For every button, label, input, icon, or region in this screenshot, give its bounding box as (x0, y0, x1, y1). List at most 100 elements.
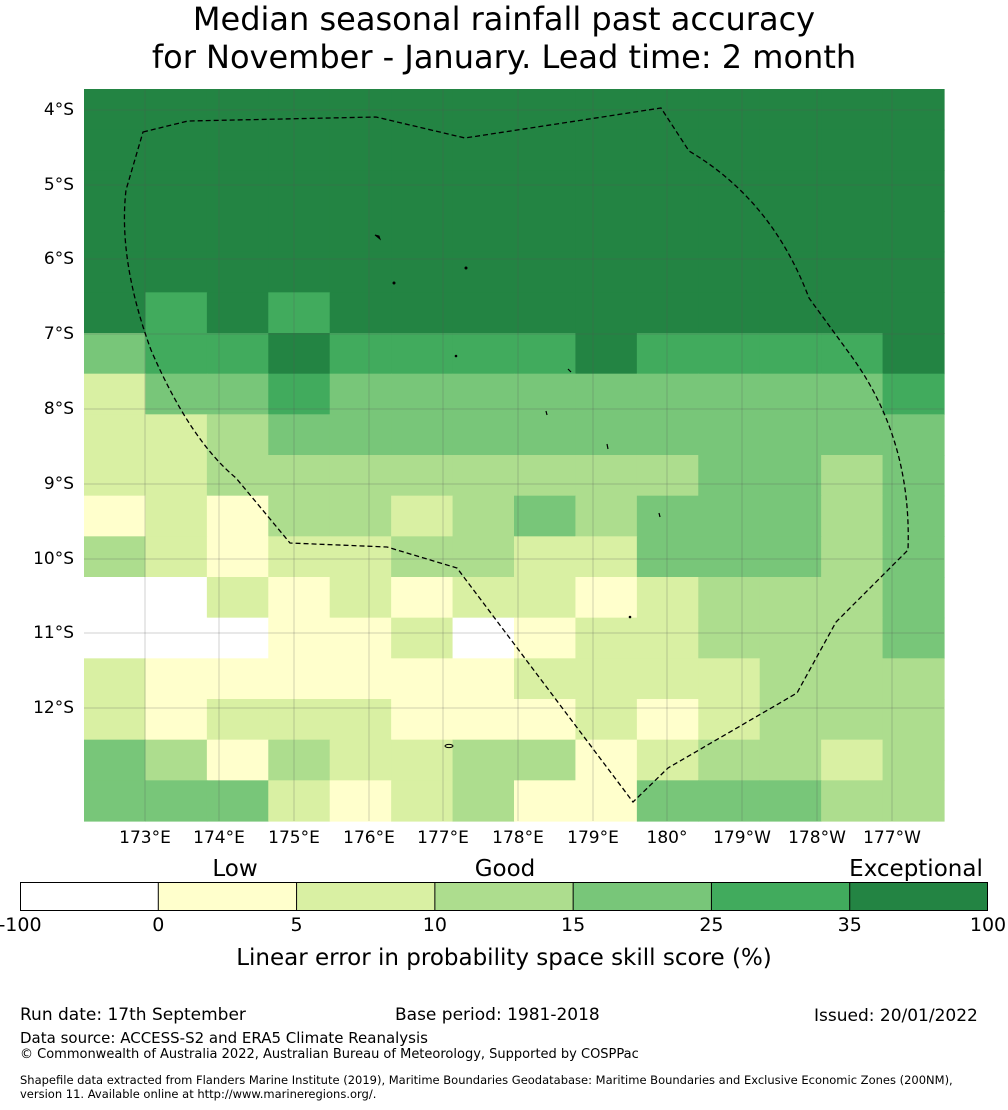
grid-cell (84, 739, 147, 781)
grid-cell (575, 699, 638, 741)
grid-cell (514, 89, 577, 131)
grid-cell (268, 292, 331, 334)
grid-cell (698, 333, 761, 375)
grid-cell (452, 129, 515, 171)
grid-cell (882, 333, 945, 375)
grid-cell (206, 251, 269, 293)
island-marker (628, 615, 632, 619)
grid-cell (145, 455, 208, 497)
grid-cell (821, 129, 884, 171)
grid-cell (206, 414, 269, 456)
grid-cell (759, 699, 822, 741)
latitude-label: 8°S (43, 399, 74, 419)
grid-cell (698, 577, 761, 619)
grid-cell (698, 414, 761, 456)
grid-cell (514, 495, 577, 537)
grid-cell (452, 658, 515, 700)
grid-cell (84, 536, 147, 578)
grid-cell (882, 617, 945, 659)
grid-cell (268, 536, 331, 578)
grid-cell (391, 292, 454, 334)
latitude-label: 7°S (43, 324, 74, 344)
grid-cell (636, 251, 699, 293)
colorbar-segment (434, 882, 574, 911)
grid-cell (575, 536, 638, 578)
grid-cell (206, 292, 269, 334)
longitude-label: 176°E (343, 828, 395, 848)
grid-cell (821, 699, 884, 741)
shapefile-credit-line-1: Shapefile data extracted from Flanders M… (20, 1073, 953, 1087)
grid-cell (882, 739, 945, 781)
grid-cell (84, 373, 147, 415)
grid-cell (391, 333, 454, 375)
grid-cell (329, 373, 392, 415)
base-period: Base period: 1981-2018 (395, 1005, 600, 1025)
grid-cell (84, 170, 147, 212)
grid-cell (882, 129, 945, 171)
grid-cell (145, 739, 208, 781)
grid-cell (575, 414, 638, 456)
grid-cell (698, 211, 761, 253)
grid-cell (514, 292, 577, 334)
grid-cell (84, 292, 147, 334)
grid-cell (391, 617, 454, 659)
grid-cell (329, 455, 392, 497)
island-marker (606, 443, 609, 450)
grid-cell (759, 577, 822, 619)
grid-cell (452, 617, 515, 659)
latitude-label: 11°S (33, 623, 74, 643)
grid-cell (514, 699, 577, 741)
chart-title-line-1: Median seasonal rainfall past accuracy (192, 0, 816, 38)
grid-cell (268, 211, 331, 253)
grid-cell (391, 699, 454, 741)
grid-cell (206, 170, 269, 212)
grid-cell (84, 333, 147, 375)
grid-cell (452, 211, 515, 253)
grid-cell (206, 739, 269, 781)
grid-cell (575, 211, 638, 253)
grid-cell (145, 211, 208, 253)
longitude-label: 175°E (268, 828, 320, 848)
grid-cell (514, 780, 577, 822)
grid-cell (329, 211, 392, 253)
island-marker (392, 281, 396, 285)
longitude-label: 180° (646, 828, 688, 848)
grid-cell (821, 658, 884, 700)
colorbar-segment (711, 882, 850, 911)
grid-cell (759, 129, 822, 171)
grid-cell (329, 699, 392, 741)
grid-cell (329, 739, 392, 781)
grid-cell (452, 536, 515, 578)
grid-cell (452, 699, 515, 741)
grid-cell (391, 739, 454, 781)
grid-cell (391, 89, 454, 131)
grid-cell (636, 211, 699, 253)
colorbar-tick-label: 10 (422, 914, 447, 936)
grid-cell (759, 455, 822, 497)
grid-cell (145, 780, 208, 822)
grid-cell (575, 577, 638, 619)
grid-cell (391, 780, 454, 822)
chart-title-line-2: for November - January. Lead time: 2 mon… (151, 38, 857, 76)
grid-cell (329, 170, 392, 212)
grid-cell (514, 414, 577, 456)
grid-cell (268, 89, 331, 131)
grid-cell (145, 129, 208, 171)
grid-cell (514, 739, 577, 781)
grid-cell (636, 658, 699, 700)
grid-cell (145, 333, 208, 375)
grid-cell (821, 333, 884, 375)
grid-cell (575, 170, 638, 212)
grid-cell (698, 251, 761, 293)
latitude-label: 12°S (33, 698, 74, 718)
grid-cell (882, 699, 945, 741)
grid-cell (391, 577, 454, 619)
colorbar-label: Linear error in probability space skill … (236, 945, 772, 971)
grid-cell (452, 577, 515, 619)
grid-cell (329, 536, 392, 578)
grid-cell (206, 699, 269, 741)
grid-cell (882, 536, 945, 578)
grid-cell (514, 577, 577, 619)
grid-cell (575, 739, 638, 781)
colorbar-segment (296, 882, 435, 911)
